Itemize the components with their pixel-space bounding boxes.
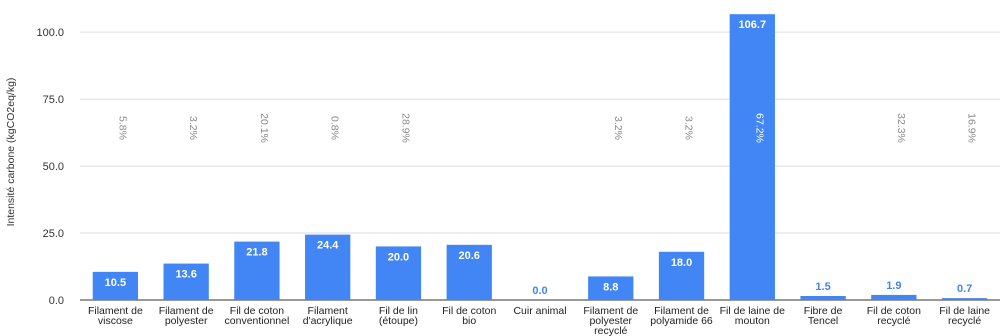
percent-label: 16.9% bbox=[966, 113, 978, 143]
x-tick-label: Fibre de Tencel bbox=[804, 305, 843, 327]
y-axis-label: Intensité carbone (kgCO2eq/kg) bbox=[5, 78, 17, 227]
bar bbox=[305, 234, 351, 300]
bar bbox=[234, 241, 280, 300]
data-label: 1.9 bbox=[886, 280, 901, 292]
bar bbox=[375, 246, 422, 300]
percent-label: 5.8% bbox=[116, 116, 128, 140]
percent-label: 67.2% bbox=[753, 113, 765, 143]
y-tick-label: 100.0 bbox=[36, 27, 64, 39]
percent-label: 32.3% bbox=[895, 113, 907, 143]
x-tick-label: Fil de coton recyclé bbox=[867, 305, 921, 327]
y-tick-label: 0.0 bbox=[49, 295, 64, 307]
percent-label: 28.9% bbox=[399, 113, 411, 143]
x-axis-ticks: Filament de viscose Filament de polyester Fi… bbox=[88, 305, 990, 336]
x-tick-label: Fil de lin (étoupe) bbox=[379, 305, 418, 327]
data-label: 10.5 bbox=[105, 277, 126, 289]
x-tick-label: Filament de polyamide 66 bbox=[650, 305, 713, 327]
x-tick-label: Filament d'acrylique bbox=[303, 305, 353, 327]
bars: 10.5 5.8% 13.6 3.2% 21.8 20.1% 24.4 0.8% 20.0 28.… bbox=[92, 14, 988, 300]
x-tick-label: Filament de polyester recyclé bbox=[583, 305, 638, 336]
bar bbox=[446, 244, 492, 300]
gridlines bbox=[80, 31, 1000, 301]
bar bbox=[800, 295, 846, 300]
data-label: 20.6 bbox=[459, 250, 480, 262]
data-label: 8.8 bbox=[603, 281, 618, 293]
x-tick-label: Filament de polyester bbox=[159, 305, 214, 327]
data-label: 13.6 bbox=[175, 269, 196, 281]
bar bbox=[588, 276, 634, 300]
bar bbox=[941, 298, 988, 300]
y-tick-label: 75.0 bbox=[43, 94, 64, 106]
data-label: 0.7 bbox=[957, 283, 972, 295]
x-tick-label: Fil de laine recyclé bbox=[939, 305, 990, 327]
bar bbox=[658, 251, 705, 300]
x-tick-label: Fil de coton bio bbox=[442, 305, 496, 327]
bar bbox=[729, 14, 775, 300]
bar bbox=[163, 263, 209, 300]
data-label: 24.4 bbox=[317, 240, 339, 252]
percent-label: 3.2% bbox=[187, 116, 199, 140]
y-tick-label: 50.0 bbox=[43, 161, 64, 173]
x-tick-label: Filament de viscose bbox=[88, 305, 143, 327]
y-axis-ticks: 0.0 25.0 50.0 75.0 100.0 bbox=[36, 27, 64, 307]
x-tick-label: Fil de coton conventionnel bbox=[225, 305, 290, 327]
data-label: 0.0 bbox=[532, 285, 547, 297]
data-label: 1.5 bbox=[815, 281, 830, 293]
percent-label: 20.1% bbox=[258, 113, 270, 143]
data-label: 106.7 bbox=[739, 19, 767, 31]
x-tick-label: Fil de laine de mouton bbox=[720, 305, 786, 327]
percent-label: 3.2% bbox=[612, 116, 624, 140]
data-label: 21.8 bbox=[246, 247, 267, 259]
bar bbox=[92, 271, 139, 300]
bar bbox=[871, 294, 917, 300]
percent-label: 3.2% bbox=[683, 116, 695, 140]
percent-label: 0.8% bbox=[329, 116, 341, 140]
data-label: 18.0 bbox=[671, 257, 692, 269]
x-tick-label: Cuir animal bbox=[513, 305, 566, 317]
y-tick-label: 25.0 bbox=[43, 228, 64, 240]
data-label: 20.0 bbox=[388, 251, 409, 263]
